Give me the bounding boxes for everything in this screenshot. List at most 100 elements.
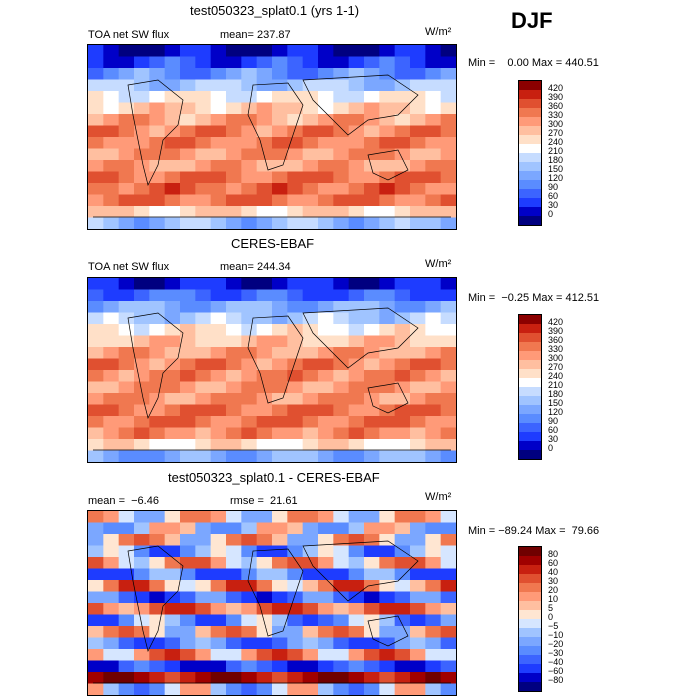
field-cell bbox=[379, 649, 396, 661]
field-cell bbox=[256, 439, 273, 451]
field-cell bbox=[364, 427, 380, 440]
field-cell bbox=[88, 427, 104, 440]
field-cell bbox=[333, 416, 350, 428]
colorbar-swatch bbox=[519, 574, 541, 583]
field-cell bbox=[318, 289, 334, 302]
field-cell bbox=[118, 534, 135, 546]
colorbar-swatch bbox=[519, 333, 541, 342]
field-cell bbox=[195, 603, 212, 615]
field-cell bbox=[256, 534, 273, 546]
field-cell bbox=[103, 125, 120, 138]
colorbar-swatch bbox=[519, 315, 541, 324]
field-cell bbox=[149, 183, 166, 195]
field-cell bbox=[241, 148, 258, 161]
field-cell bbox=[425, 324, 442, 336]
field-cell bbox=[118, 183, 135, 195]
field-cell bbox=[195, 45, 212, 57]
field-cell bbox=[410, 335, 426, 348]
field-cell bbox=[348, 206, 365, 218]
field-cell bbox=[195, 591, 212, 604]
colorbar-swatch bbox=[519, 637, 541, 646]
colorbar-swatch bbox=[519, 432, 541, 441]
field-cell bbox=[425, 545, 442, 558]
field-cell bbox=[256, 79, 273, 92]
field-cell bbox=[364, 183, 380, 195]
field-cell bbox=[272, 312, 288, 325]
field-cell bbox=[241, 626, 258, 638]
field-cell bbox=[394, 45, 411, 57]
field-cell bbox=[88, 301, 104, 313]
field-cell bbox=[410, 534, 426, 546]
field-cell bbox=[394, 404, 411, 417]
field-cell bbox=[287, 278, 304, 290]
field-cell bbox=[195, 79, 212, 92]
field-cell bbox=[272, 522, 288, 535]
field-cell bbox=[272, 427, 288, 440]
field-cell bbox=[410, 545, 426, 558]
field-cell bbox=[88, 557, 104, 569]
field-cell bbox=[379, 45, 396, 57]
field-cell bbox=[241, 56, 258, 69]
field-cell bbox=[333, 591, 350, 604]
colorbar-tick-label: 420 bbox=[548, 317, 564, 327]
field-cell bbox=[425, 580, 442, 592]
field-cell bbox=[180, 614, 196, 627]
field-cell bbox=[118, 347, 135, 359]
field-cell bbox=[195, 324, 212, 336]
field-cell bbox=[272, 79, 288, 92]
field-cell bbox=[394, 183, 411, 195]
field-cell bbox=[410, 557, 426, 569]
field-cell bbox=[256, 137, 273, 149]
field-cell bbox=[210, 637, 227, 650]
field-cell bbox=[348, 626, 365, 638]
field-cell bbox=[379, 324, 396, 336]
field-cell bbox=[241, 79, 258, 92]
field-cell bbox=[210, 217, 227, 229]
field-cell bbox=[410, 114, 426, 126]
field-cell bbox=[318, 278, 334, 290]
field-cell bbox=[287, 439, 304, 451]
field-cell bbox=[241, 672, 258, 684]
field-cell bbox=[287, 660, 304, 673]
colorbar-tick-label: 5 bbox=[548, 603, 554, 613]
field-cell bbox=[425, 102, 442, 115]
field-cell bbox=[379, 511, 396, 523]
field-cell bbox=[364, 660, 380, 673]
colorbar-swatch bbox=[519, 162, 541, 171]
field-cell bbox=[88, 324, 104, 336]
field-cell bbox=[302, 603, 319, 615]
field-cell bbox=[440, 450, 456, 462]
field-cell bbox=[103, 206, 120, 218]
field-cell bbox=[364, 102, 380, 115]
field-cell bbox=[364, 114, 380, 126]
field-cell bbox=[180, 125, 196, 138]
field-cell bbox=[410, 206, 426, 218]
field-cell bbox=[348, 114, 365, 126]
panel-1-field bbox=[88, 45, 456, 229]
field-cell bbox=[425, 91, 442, 103]
field-cell bbox=[379, 450, 396, 462]
panel-3-units: W/m² bbox=[425, 491, 452, 503]
field-cell bbox=[394, 450, 411, 462]
field-cell bbox=[425, 511, 442, 523]
field-cell bbox=[440, 137, 456, 149]
field-cell bbox=[118, 312, 135, 325]
field-cell bbox=[210, 672, 227, 684]
field-cell bbox=[272, 637, 288, 650]
field-cell bbox=[272, 278, 288, 290]
field-cell bbox=[241, 217, 258, 229]
field-cell bbox=[440, 370, 456, 382]
field-cell bbox=[118, 335, 135, 348]
field-cell bbox=[364, 522, 380, 535]
field-cell bbox=[272, 206, 288, 218]
field-cell bbox=[210, 102, 227, 115]
field-cell bbox=[164, 534, 181, 546]
panel-1-map bbox=[87, 44, 457, 230]
field-cell bbox=[164, 404, 181, 417]
field-cell bbox=[394, 626, 411, 638]
field-cell bbox=[210, 522, 227, 535]
field-cell bbox=[118, 416, 135, 428]
field-cell bbox=[103, 683, 120, 695]
field-cell bbox=[180, 91, 196, 103]
field-cell bbox=[226, 626, 242, 638]
